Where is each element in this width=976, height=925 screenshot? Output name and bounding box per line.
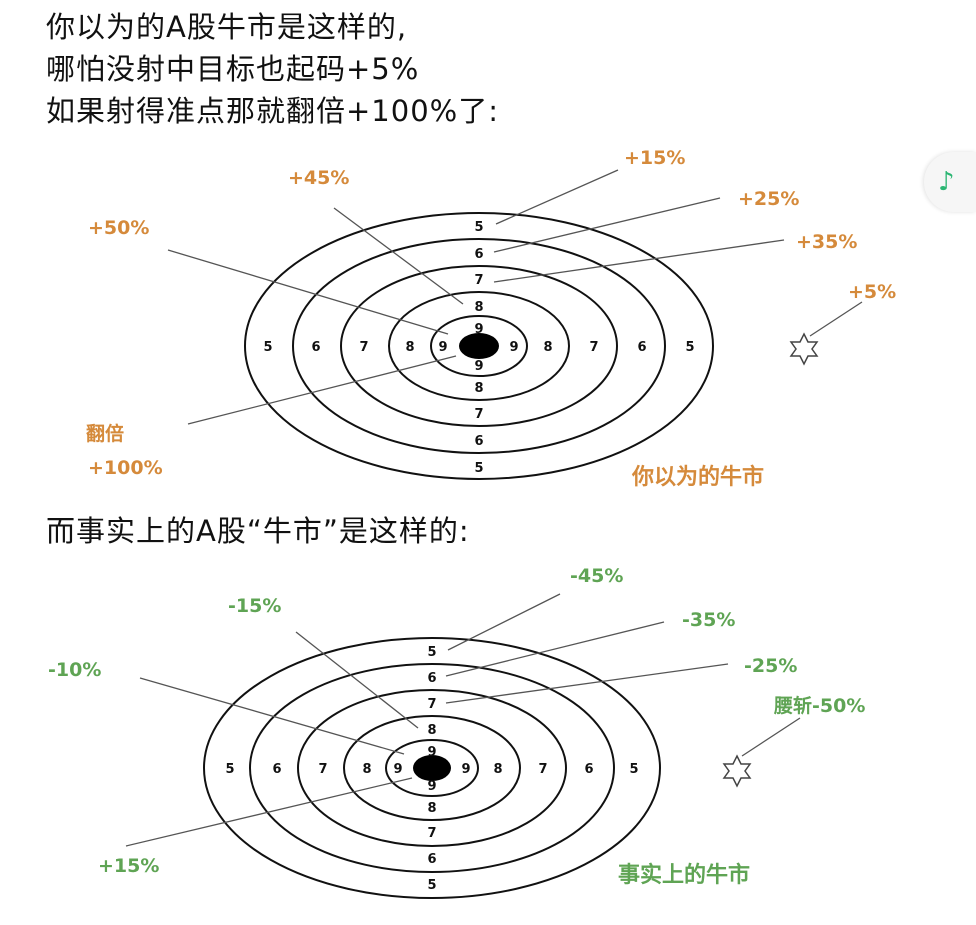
heading-line-2: 哪怕没射中目标也起码+5%: [46, 52, 420, 86]
ring-number: 8: [474, 381, 483, 396]
label-plus5: +5%: [848, 281, 896, 303]
ring-number: 9: [474, 322, 483, 337]
ring-number: 8: [493, 762, 502, 777]
pointer-line: [741, 717, 801, 757]
bullseye-dot: [459, 333, 499, 359]
ring-number: 8: [405, 340, 414, 355]
label-plus100: +100%: [88, 457, 163, 479]
ring-6: [249, 663, 615, 873]
ring-number: 7: [589, 340, 598, 355]
ring-8: [388, 291, 570, 401]
ring-8: [343, 715, 521, 821]
ring-number: 5: [263, 340, 272, 355]
ring-number: 6: [584, 762, 593, 777]
ring-number: 8: [427, 801, 436, 816]
ring-9: [385, 739, 479, 797]
ring-number: 6: [474, 247, 483, 262]
ring-number: 9: [427, 745, 436, 760]
target-bullseye-1: 5 6 7 8 9 9 8 7 6 5 5 6 7 8 9 9 8 7 6 5 …: [86, 147, 896, 490]
ring-number: 9: [461, 762, 470, 777]
label-plus15: +15%: [98, 855, 159, 877]
pointer-line: [493, 197, 721, 253]
pointer-line: [139, 677, 405, 755]
label-minus35: -35%: [682, 609, 735, 631]
ring-number: 9: [474, 359, 483, 374]
label-plus45: +45%: [288, 167, 349, 189]
label-minus10: -10%: [48, 659, 101, 681]
pointer-line: [495, 169, 619, 225]
label-double: 翻倍: [86, 422, 124, 445]
ring-number: 6: [272, 762, 281, 777]
ring-9: [430, 315, 528, 377]
ring-number: 6: [637, 340, 646, 355]
heading-line-1: 你以为的A股牛市是这样的,: [46, 10, 408, 44]
ring-number: 7: [538, 762, 547, 777]
ring-number: 5: [427, 878, 436, 893]
star-icon: [789, 332, 819, 366]
ring-5: [244, 212, 714, 480]
ring-number: 6: [474, 434, 483, 449]
ring-number: 8: [362, 762, 371, 777]
ring-number: 8: [427, 723, 436, 738]
label-plus35: +35%: [796, 231, 857, 253]
pointer-line: [187, 355, 457, 425]
ring-number: 5: [427, 645, 436, 660]
ring-number: 7: [359, 340, 368, 355]
music-note-icon[interactable]: ♪: [924, 152, 976, 212]
ring-number: 6: [311, 340, 320, 355]
ring-6: [292, 238, 666, 454]
ring-number: 5: [474, 220, 483, 235]
ring-number: 9: [509, 340, 518, 355]
label-plus25: +25%: [738, 188, 799, 210]
label-plus50: +50%: [88, 217, 149, 239]
ring-number: 6: [427, 852, 436, 867]
ring-7: [297, 689, 567, 847]
label-minus45: -45%: [570, 565, 623, 587]
ring-number: 9: [427, 779, 436, 794]
ring-number: 7: [427, 697, 436, 712]
ring-number: 5: [225, 762, 234, 777]
ring-number: 6: [427, 671, 436, 686]
label-minus25: -25%: [744, 655, 797, 677]
pointer-line: [333, 207, 464, 305]
ring-number: 7: [474, 407, 483, 422]
pointer-line: [809, 301, 863, 337]
bullseye-dot: [413, 755, 451, 781]
ring-5: [203, 637, 661, 899]
label-minus15: -15%: [228, 595, 281, 617]
ring-number: 9: [393, 762, 402, 777]
ring-number: 7: [474, 273, 483, 288]
ring-number: 9: [438, 340, 447, 355]
ring-number: 8: [543, 340, 552, 355]
pointer-line: [493, 239, 785, 283]
heading-line-4: 而事实上的A股“牛市”是这样的:: [46, 514, 470, 548]
label-plus15: +15%: [624, 147, 685, 169]
pointer-line: [125, 777, 413, 847]
ring-number: 7: [427, 826, 436, 841]
caption-imagined-bull: 你以为的牛市: [631, 464, 764, 490]
ring-number: 5: [685, 340, 694, 355]
pointer-line: [447, 593, 561, 651]
pointer-line: [445, 621, 665, 677]
ring-7: [340, 265, 618, 427]
ring-number: 5: [629, 762, 638, 777]
pointer-line: [167, 249, 449, 335]
caption-actual-bull: 事实上的牛市: [618, 862, 750, 888]
ring-number: 7: [318, 762, 327, 777]
star-icon: [722, 754, 752, 788]
label-halved: 腰斩-50%: [773, 694, 865, 717]
target-bullseye-2: 5 6 7 8 9 9 8 7 6 5 5 6 7 8 9 9 8 7 6 5 …: [48, 565, 865, 899]
ring-number: 8: [474, 300, 483, 315]
pointer-line: [295, 631, 419, 729]
heading-line-3: 如果射得准点那就翻倍+100%了:: [46, 94, 499, 128]
pointer-line: [445, 663, 729, 704]
ring-number: 5: [474, 461, 483, 476]
